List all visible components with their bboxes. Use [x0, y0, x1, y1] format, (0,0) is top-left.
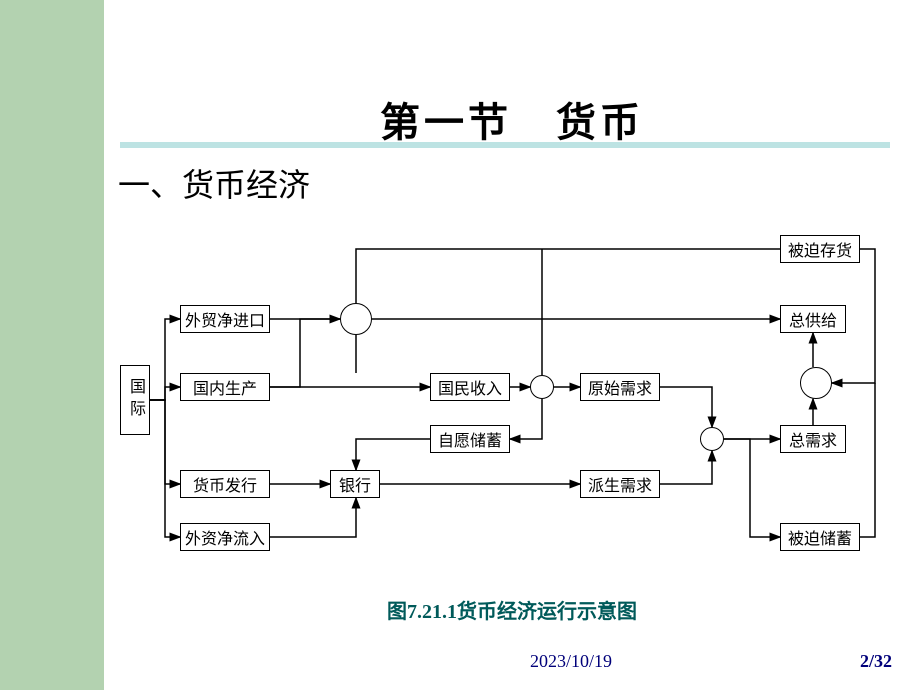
junction-circle — [800, 367, 832, 399]
page-number: 2/32 — [860, 651, 892, 672]
flow-node-paishengxuqiu: 派生需求 — [580, 470, 660, 498]
slide-date: 2023/10/19 — [530, 651, 612, 672]
flow-edge — [510, 399, 542, 439]
flow-node-zonggongji: 总供给 — [780, 305, 846, 333]
section-heading: 一、货币经济 — [118, 160, 310, 206]
flow-edge — [660, 387, 712, 427]
junction-circle — [340, 303, 372, 335]
flow-edge — [150, 400, 180, 484]
flow-node-yuanshixuqiu: 原始需求 — [580, 373, 660, 401]
flow-node-waizijingliuru: 外资净流入 — [180, 523, 270, 551]
junction-circle — [530, 375, 554, 399]
title-underline — [120, 142, 890, 148]
slide-title: 第一节 货币 — [104, 90, 920, 148]
flow-node-yinhang: 银行 — [330, 470, 380, 498]
left-sidebar — [0, 0, 104, 690]
flow-edge — [724, 439, 780, 537]
flow-node-zongxuqiu: 总需求 — [780, 425, 846, 453]
flow-node-huobifaxing: 货币发行 — [180, 470, 270, 498]
flow-node-beipocunhuo: 被迫存货 — [780, 235, 860, 263]
junction-circle — [700, 427, 724, 451]
flow-edge — [150, 387, 180, 400]
flow-node-guominshouru: 国民收入 — [430, 373, 510, 401]
flow-node-ziyuanchuxu: 自愿储蓄 — [430, 425, 510, 453]
flow-edge — [150, 400, 180, 537]
flow-node-beipochuxu: 被迫储蓄 — [780, 523, 860, 551]
figure-caption: 图7.21.1货币经济运行示意图 — [104, 595, 920, 624]
flow-edge — [270, 498, 356, 537]
flowchart-diagram: 国际外贸净进口国内生产货币发行外资净流入国民收入自愿储蓄银行原始需求派生需求被迫… — [120, 225, 890, 565]
flow-edge — [356, 249, 780, 303]
flow-node-guoneishengchan: 国内生产 — [180, 373, 270, 401]
flow-node-guoji: 国际 — [120, 365, 150, 435]
flow-edge — [150, 319, 180, 400]
flow-edge — [860, 383, 875, 537]
flow-edge — [270, 319, 340, 387]
flow-edge — [356, 439, 430, 470]
flow-edge — [660, 451, 712, 484]
flow-node-waijinjinkou: 外贸净进口 — [180, 305, 270, 333]
